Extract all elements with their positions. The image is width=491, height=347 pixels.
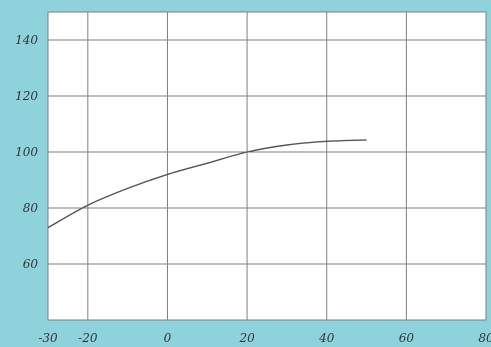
series-layer — [47, 139, 367, 229]
x-tick-label: 60 — [399, 331, 415, 345]
plot-area — [48, 12, 486, 320]
x-tick-label: -30 — [38, 331, 58, 345]
x-tick-label: 80 — [478, 331, 491, 345]
x-axis-tick-labels: -30 -20 0 20 40 60 80 — [38, 331, 491, 345]
y-tick-label: 120 — [15, 89, 38, 103]
series-line-0 — [47, 139, 367, 229]
vertical-gridlines — [87, 12, 407, 320]
horizontal-gridlines — [48, 39, 486, 265]
x-tick-label: 20 — [238, 331, 255, 345]
y-tick-label: 80 — [23, 201, 39, 215]
x-tick-label: 0 — [164, 331, 172, 345]
y-tick-label: 100 — [15, 145, 38, 159]
x-tick-label: -20 — [78, 331, 98, 345]
y-tick-label: 60 — [23, 257, 39, 271]
y-tick-label: 140 — [15, 33, 38, 47]
y-axis-tick-labels: 60 80 100 120 140 — [15, 33, 38, 271]
x-tick-label: 40 — [318, 331, 335, 345]
plot-border — [47, 11, 487, 321]
